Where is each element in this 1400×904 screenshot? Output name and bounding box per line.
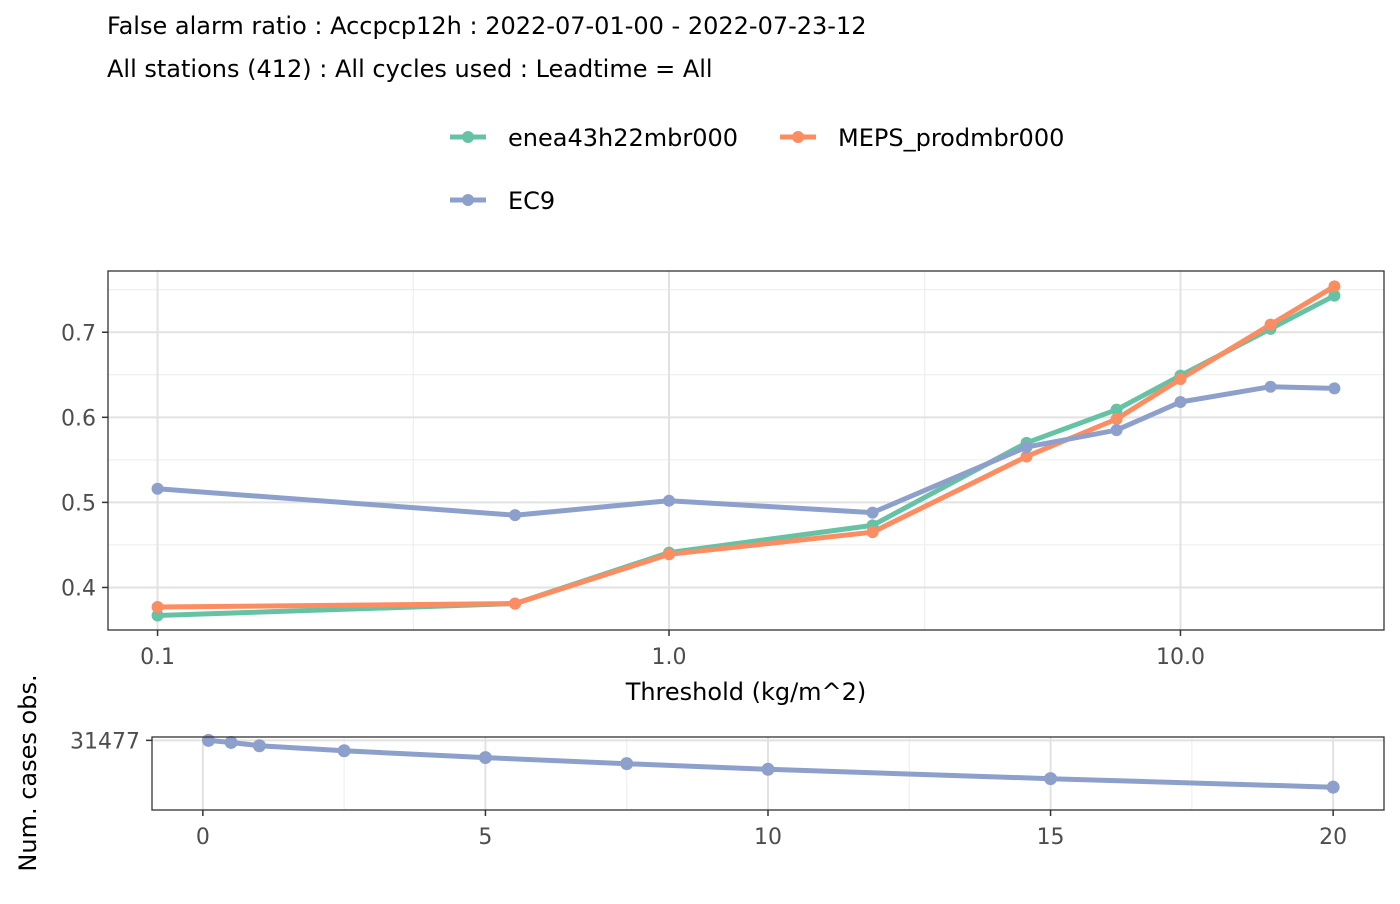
data-point bbox=[509, 597, 522, 610]
data-point bbox=[1174, 373, 1187, 386]
data-point bbox=[478, 751, 492, 765]
data-point bbox=[866, 526, 879, 539]
data-point bbox=[151, 609, 164, 622]
data-point bbox=[620, 757, 634, 771]
data-point bbox=[1020, 450, 1033, 463]
legend: enea43h22mbr000 MEPS_prodmbr000 EC9 bbox=[450, 124, 1064, 215]
data-point bbox=[1328, 280, 1341, 293]
legend-key-point bbox=[792, 131, 804, 143]
x-tick-label: 1.0 bbox=[652, 645, 687, 670]
data-point bbox=[663, 494, 676, 507]
legend-key-point bbox=[462, 131, 474, 143]
panel-border bbox=[107, 270, 1385, 631]
y-tick-label: 0.7 bbox=[61, 321, 96, 346]
data-point bbox=[151, 482, 164, 495]
data-point bbox=[1264, 318, 1277, 331]
x-tick-label: 15 bbox=[1037, 825, 1065, 850]
main-panel: 0.1 1.0 10.0 0.4 0.5 0.6 0.7 Threshold (kg/m^2) bbox=[61, 270, 1385, 706]
count-panel: 0 5 10 15 20 31477 Num. cases obs. bbox=[14, 674, 1385, 872]
legend-key-point bbox=[462, 194, 474, 206]
data-point bbox=[509, 509, 522, 522]
data-point bbox=[1326, 780, 1340, 794]
data-point bbox=[663, 548, 676, 561]
data-point bbox=[252, 739, 266, 753]
legend-label: EC9 bbox=[508, 187, 555, 215]
y-tick-label: 31477 bbox=[70, 729, 140, 754]
panel-background bbox=[108, 271, 1384, 630]
data-point bbox=[1328, 382, 1341, 395]
y-tick-label: 0.4 bbox=[61, 576, 96, 601]
data-point bbox=[1110, 424, 1123, 437]
y-axis-title: Num. cases obs. bbox=[14, 674, 42, 871]
data-point bbox=[1264, 380, 1277, 393]
data-point bbox=[202, 733, 216, 747]
x-tick-label: 10 bbox=[754, 825, 782, 850]
y-tick-label: 0.5 bbox=[61, 491, 96, 516]
data-point bbox=[1044, 772, 1058, 786]
x-tick-label: 10.0 bbox=[1156, 645, 1205, 670]
data-point bbox=[1020, 441, 1033, 454]
data-point bbox=[866, 506, 879, 519]
x-tick-label: 0 bbox=[196, 825, 210, 850]
data-point bbox=[151, 601, 164, 614]
legend-label: MEPS_prodmbr000 bbox=[838, 124, 1064, 152]
x-tick-label: 20 bbox=[1319, 825, 1347, 850]
data-point bbox=[1110, 413, 1123, 426]
data-point bbox=[1328, 289, 1341, 302]
x-tick-label: 0.1 bbox=[140, 645, 175, 670]
data-point bbox=[224, 735, 238, 749]
legend-label: enea43h22mbr000 bbox=[508, 124, 738, 152]
chart-subtitle: All stations (412) : All cycles used : L… bbox=[107, 55, 713, 83]
data-point bbox=[1174, 396, 1187, 409]
x-axis-title: Threshold (kg/m^2) bbox=[625, 678, 867, 706]
data-point bbox=[761, 762, 775, 776]
data-point bbox=[337, 744, 351, 758]
data-point bbox=[1110, 403, 1123, 416]
x-tick-label: 5 bbox=[478, 825, 492, 850]
chart-title: False alarm ratio : Accpcp12h : 2022-07-… bbox=[107, 12, 867, 40]
y-tick-label: 0.6 bbox=[61, 406, 96, 431]
